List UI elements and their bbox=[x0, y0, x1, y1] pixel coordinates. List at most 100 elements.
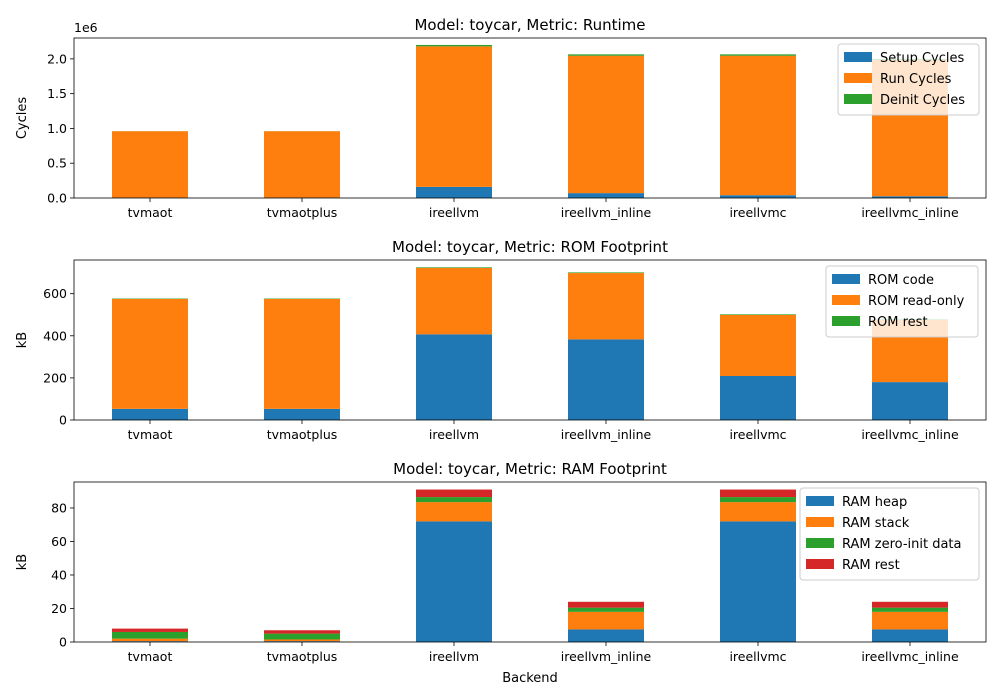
bar-segment bbox=[872, 607, 948, 612]
bar-segment bbox=[568, 601, 644, 608]
bar-segment bbox=[568, 607, 644, 612]
legend: RAM heap RAM stack RAM zero-init data RAM r… bbox=[799, 487, 980, 581]
bar-segment bbox=[568, 339, 644, 420]
x-axis-label: Backend bbox=[502, 671, 558, 686]
x-tick-label: ireellvm_inline bbox=[561, 205, 652, 220]
x-tick-label: tvmaot bbox=[128, 649, 173, 664]
bar-segment bbox=[720, 497, 796, 503]
bar-segment bbox=[264, 131, 340, 198]
bar-segment bbox=[416, 502, 492, 522]
y-tick-label: 0.5 bbox=[47, 156, 67, 171]
legend-swatch bbox=[806, 517, 834, 527]
legend-swatch bbox=[844, 52, 872, 62]
x-tick-label: tvmaotplus bbox=[267, 649, 338, 664]
bar-segment bbox=[264, 633, 340, 640]
bar-segment bbox=[568, 273, 644, 340]
bar-segment bbox=[872, 196, 948, 198]
y-axis-label: kB bbox=[15, 332, 30, 348]
bar-segment bbox=[112, 638, 188, 642]
x-tick-label: tvmaot bbox=[128, 427, 173, 442]
x-tick-label: ireellvm_inline bbox=[561, 427, 652, 442]
y-tick-label: 0.0 bbox=[47, 191, 67, 206]
legend-label: ROM rest bbox=[868, 315, 928, 330]
legend-swatch bbox=[806, 496, 834, 506]
legend-label: ROM read-only bbox=[868, 294, 965, 309]
axes-frame bbox=[73, 259, 987, 421]
bar-segment bbox=[112, 298, 188, 409]
bar-segment bbox=[720, 54, 796, 56]
legend-label: RAM heap bbox=[842, 495, 907, 510]
x-tick-label: ireellvmc bbox=[729, 205, 786, 220]
x-tick-label: ireellvm bbox=[429, 649, 479, 664]
bar-segment bbox=[112, 641, 188, 642]
bar-segment bbox=[720, 314, 796, 315]
bar-segment bbox=[416, 521, 492, 642]
legend-label: RAM zero-init data bbox=[842, 537, 962, 552]
chart-title: Model: toycar, Metric: ROM Footprint bbox=[392, 238, 668, 256]
legend-swatch bbox=[844, 94, 872, 104]
legend-swatch bbox=[806, 559, 834, 569]
legend: Setup Cycles Run Cycles Deinit Cycles bbox=[837, 43, 980, 116]
chart-panel-3: tvmaot tvmaotplus ireellvm ireellvm_inline i… bbox=[15, 460, 987, 686]
x-tick-label: ireellvmc bbox=[729, 427, 786, 442]
bar-segment bbox=[264, 639, 340, 642]
y-tick-label: 40 bbox=[51, 567, 67, 582]
legend-label: Run Cycles bbox=[880, 72, 952, 87]
bar-segment bbox=[112, 631, 188, 639]
x-tick-label: ireellvm_inline bbox=[561, 649, 652, 664]
legend-swatch bbox=[806, 538, 834, 548]
x-tick-label: ireellvm bbox=[429, 205, 479, 220]
legend: ROM code ROM read-only ROM rest bbox=[825, 265, 979, 338]
axes-frame bbox=[73, 481, 987, 643]
x-tick-label: ireellvmc_inline bbox=[861, 205, 959, 220]
bar-segment bbox=[568, 272, 644, 274]
legend-box bbox=[799, 487, 980, 581]
bar-segment bbox=[416, 186, 492, 198]
y-tick-label: 60 bbox=[51, 534, 67, 549]
axes-frame bbox=[73, 37, 987, 199]
y-axis-label: kB bbox=[15, 554, 30, 570]
bar-segment bbox=[416, 489, 492, 498]
bar-segment bbox=[416, 44, 492, 47]
chart-panel-2: tvmaot tvmaotplus ireellvm ireellvm_inline i… bbox=[15, 238, 987, 442]
bar-segment bbox=[720, 55, 796, 196]
bar-segment bbox=[264, 298, 340, 409]
x-tick-label: tvmaotplus bbox=[267, 205, 338, 220]
y-tick-label: 1.5 bbox=[47, 86, 67, 101]
bar-segment bbox=[112, 408, 188, 420]
y-tick-label: 1.0 bbox=[47, 121, 67, 136]
y-tick-label: 0 bbox=[59, 413, 67, 428]
x-tick-label: ireellvmc_inline bbox=[861, 427, 959, 442]
legend-label: ROM code bbox=[868, 273, 934, 288]
bar-segment bbox=[872, 611, 948, 630]
legend-box bbox=[837, 43, 980, 116]
y-axis-label: Cycles bbox=[15, 97, 30, 140]
x-tick-label: tvmaot bbox=[128, 205, 173, 220]
y-offset-label: 1e6 bbox=[74, 20, 98, 35]
y-tick-label: 80 bbox=[51, 500, 67, 515]
legend-swatch bbox=[832, 274, 860, 284]
bar-segment bbox=[416, 334, 492, 420]
bar-segment bbox=[416, 268, 492, 335]
legend-label: Deinit Cycles bbox=[880, 93, 965, 108]
y-tick-label: 600 bbox=[43, 286, 67, 301]
bar-segment bbox=[112, 628, 188, 632]
bar-segment bbox=[568, 629, 644, 642]
bar-segment bbox=[416, 46, 492, 187]
y-tick-label: 20 bbox=[51, 601, 67, 616]
legend-swatch bbox=[832, 316, 860, 326]
legend-label: Setup Cycles bbox=[880, 51, 964, 66]
bar-segment bbox=[568, 611, 644, 630]
bar-segment bbox=[720, 502, 796, 522]
bar-segment bbox=[264, 408, 340, 420]
legend-label: RAM stack bbox=[842, 516, 910, 531]
y-tick-label: 200 bbox=[43, 370, 67, 385]
x-tick-label: ireellvm bbox=[429, 427, 479, 442]
x-tick-label: ireellvmc_inline bbox=[861, 649, 959, 664]
bar-segment bbox=[872, 382, 948, 420]
bar-segment bbox=[264, 641, 340, 642]
bar-segment bbox=[720, 376, 796, 420]
bar-segment bbox=[568, 54, 644, 56]
bar-segment bbox=[568, 55, 644, 194]
